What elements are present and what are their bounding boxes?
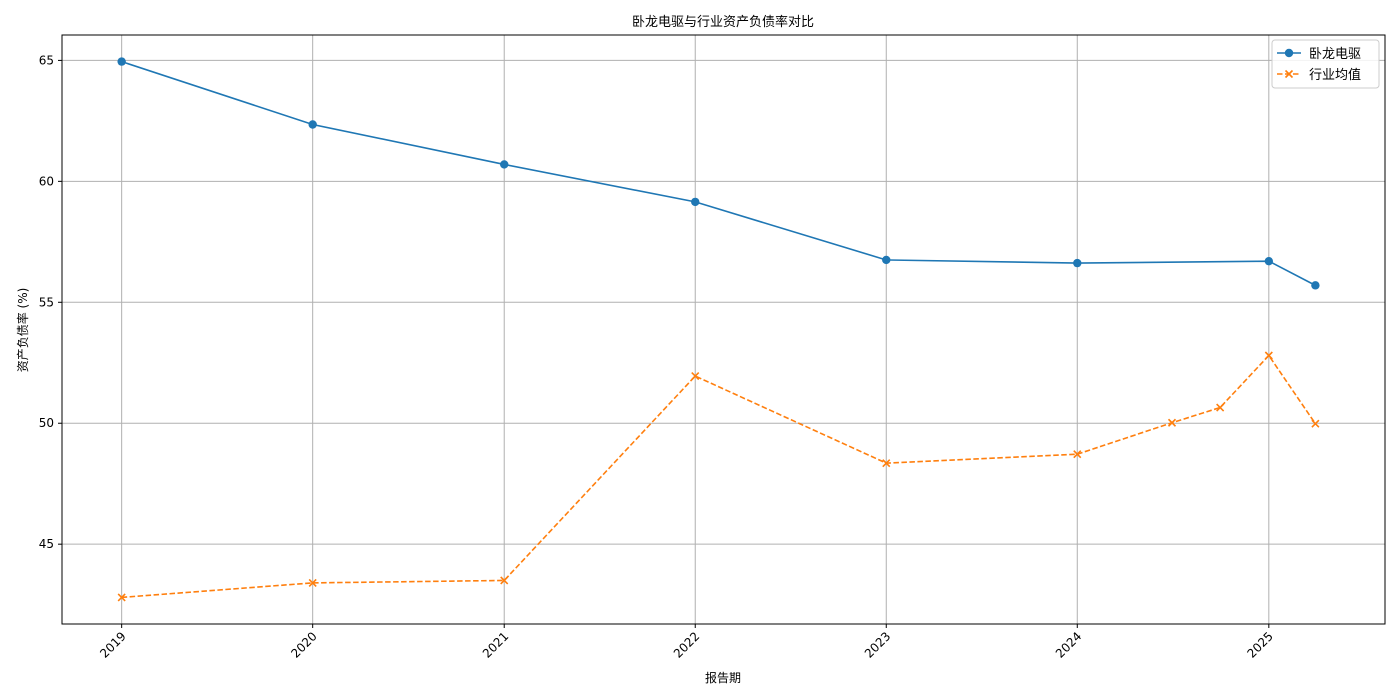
legend-marker-industry [1284,69,1294,79]
y-tick-label: 50 [39,416,54,430]
y-tick-label: 45 [39,537,54,551]
y-axis-label: 资产负债率 (%) [15,288,30,373]
series-line-0 [121,60,1316,287]
plot-frame [61,34,1386,625]
data-point [117,593,126,602]
data-point [1167,418,1177,427]
data-point [691,197,700,207]
data-point [117,57,126,66]
data-point [882,459,891,468]
data-point [1216,403,1225,412]
series-layer [117,57,1320,602]
data-point [500,160,509,169]
data-point [500,576,509,585]
legend-marker-wolong [1284,48,1294,58]
grid [62,35,1385,624]
chart-title: 卧龙电驱与行业资产负债率对比 [632,14,814,30]
data-point [1264,351,1273,360]
y-tick-label: 60 [39,174,54,188]
y-tick-label: 65 [39,53,54,67]
legend-label-industry: 行业均值 [1309,67,1361,83]
data-point [1311,419,1320,428]
data-point [308,578,317,587]
data-point [1311,281,1320,290]
legend-label-wolong: 卧龙电驱 [1309,47,1361,62]
data-point [308,120,317,129]
data-point [1073,450,1082,459]
legend-box [1271,39,1380,89]
x-axis-label: 报告期 [705,670,741,685]
series-line-1 [121,354,1317,599]
data-point [882,255,891,265]
y-tick-label: 55 [39,295,54,309]
data-point [1264,256,1274,266]
data-point [691,371,700,381]
data-point [1073,258,1082,268]
legend: 卧龙电驱 行业均值 [1271,39,1380,89]
